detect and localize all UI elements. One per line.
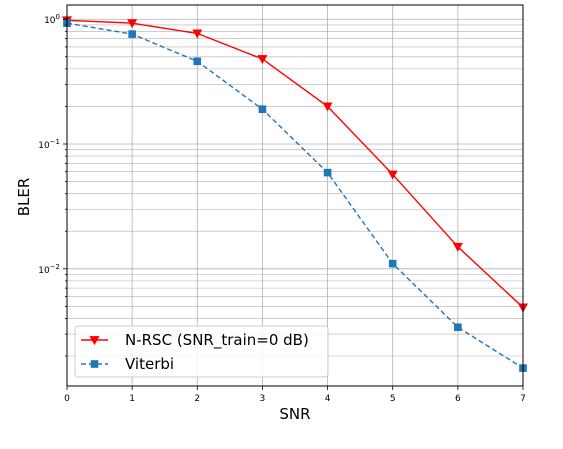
legend-label: N-RSC (SNR_train=0 dB) bbox=[125, 331, 309, 350]
y-tick-base: 10 bbox=[38, 266, 50, 276]
data-point bbox=[193, 57, 202, 66]
series-line bbox=[66, 19, 524, 308]
x-tick-label: 3 bbox=[260, 394, 266, 404]
y-tick-base: 10 bbox=[44, 16, 56, 26]
legend-marker bbox=[90, 360, 99, 368]
legend-label: Viterbi bbox=[125, 355, 174, 373]
y-tick-label: 10−1 bbox=[38, 138, 60, 151]
x-tick-label: 0 bbox=[64, 394, 70, 404]
y-tick-exponent: −1 bbox=[50, 138, 60, 146]
x-tick-label: 2 bbox=[194, 394, 200, 404]
series-line bbox=[66, 22, 524, 369]
data-point bbox=[257, 55, 268, 65]
legend-box bbox=[74, 325, 329, 378]
legend-marker bbox=[89, 336, 100, 346]
data-point bbox=[128, 30, 136, 38]
data-point bbox=[323, 168, 332, 177]
grid bbox=[66, 5, 524, 386]
x-tick-label: 1 bbox=[129, 394, 135, 404]
x-tick-label: 6 bbox=[455, 394, 461, 404]
legend: N-RSC (SNR_train=0 dB) Viterbi bbox=[74, 325, 329, 378]
x-tick-label: 5 bbox=[390, 394, 396, 404]
y-tick-exponent: 0 bbox=[56, 13, 60, 21]
y-tick-label: 10−2 bbox=[38, 263, 60, 276]
data-point bbox=[388, 259, 397, 268]
x-tick-label: 4 bbox=[325, 394, 331, 404]
data-point bbox=[192, 29, 203, 39]
y-tick-base: 10 bbox=[38, 141, 50, 151]
data-point bbox=[127, 19, 138, 29]
data-point bbox=[322, 102, 333, 112]
data-point bbox=[387, 170, 398, 180]
data-point bbox=[452, 242, 463, 252]
legend-entry: Viterbi bbox=[81, 355, 174, 373]
x-axis-label: SNR bbox=[279, 405, 310, 423]
y-tick-exponent: −2 bbox=[50, 263, 60, 271]
plot-area-frame bbox=[66, 4, 524, 387]
y-tick-label: 100 bbox=[44, 13, 60, 26]
legend-entry: N-RSC (SNR_train=0 dB) bbox=[81, 331, 309, 350]
y-axis-label: BLER bbox=[15, 178, 33, 217]
data-point bbox=[258, 105, 267, 114]
data-point bbox=[454, 323, 462, 332]
x-tick-label: 7 bbox=[520, 394, 526, 404]
